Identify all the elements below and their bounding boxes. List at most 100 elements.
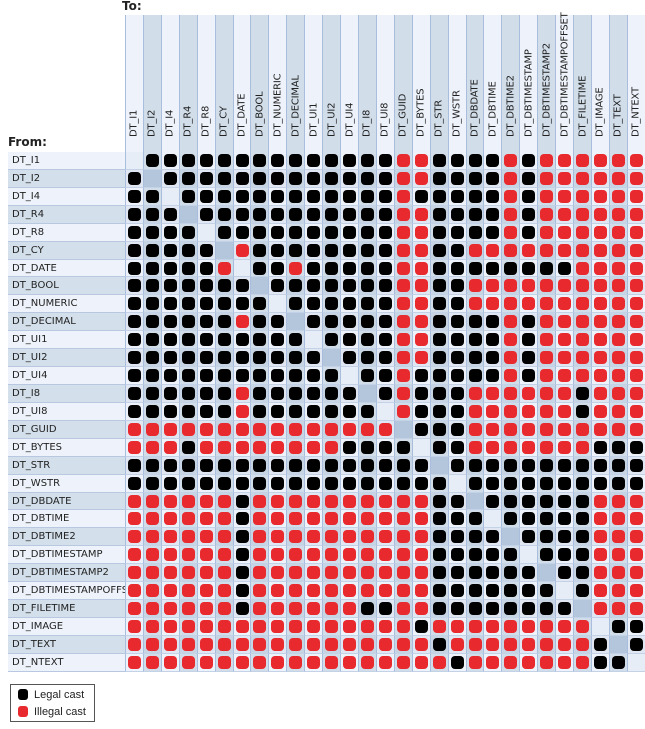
- matrix-cell: [590, 456, 609, 475]
- legal-cast-marker: [271, 189, 285, 203]
- illegal-cast-marker: [396, 619, 410, 633]
- legal-cast-marker: [271, 279, 285, 293]
- illegal-cast-marker: [253, 548, 267, 562]
- matrix-cell: [142, 653, 161, 672]
- illegal-cast-marker: [128, 584, 141, 598]
- matrix-cell: [178, 546, 197, 565]
- matrix-cell: [286, 331, 305, 350]
- matrix-cell: [483, 384, 502, 403]
- illegal-cast-marker: [343, 494, 357, 508]
- illegal-cast-marker: [558, 440, 572, 454]
- illegal-cast-marker: [145, 548, 159, 562]
- illegal-cast-marker: [504, 171, 518, 185]
- legal-cast-marker: [235, 584, 249, 598]
- matrix-cell: [429, 295, 448, 314]
- legal-cast-marker: [486, 154, 500, 167]
- matrix-cell: [483, 510, 502, 529]
- matrix-cell: [232, 492, 251, 511]
- matrix-cell: [393, 617, 412, 636]
- illegal-cast-marker: [504, 422, 518, 436]
- illegal-cast-marker: [504, 369, 518, 383]
- legal-cast-marker: [343, 171, 357, 185]
- illegal-cast-marker: [558, 369, 572, 383]
- legal-cast-marker: [235, 369, 249, 383]
- matrix-cell: [196, 600, 215, 618]
- column-header-label: DT_UI1: [308, 102, 320, 137]
- legal-cast-marker: [343, 351, 357, 365]
- matrix-cell: [411, 384, 430, 403]
- legal-cast-marker: [468, 566, 482, 580]
- matrix-cell: [160, 277, 179, 296]
- illegal-cast-marker: [540, 171, 554, 185]
- matrix-cell: [590, 331, 609, 350]
- illegal-cast-marker: [576, 619, 590, 633]
- legal-cast-marker: [378, 225, 392, 239]
- illegal-cast-marker: [558, 279, 572, 293]
- matrix-cell: [573, 546, 591, 565]
- matrix-cell: [429, 331, 448, 350]
- column-header-dt-date: DT_DATE: [232, 15, 251, 152]
- legal-cast-marker: [450, 512, 464, 526]
- matrix-cell: [555, 564, 574, 583]
- legal-cast-marker: [378, 351, 392, 365]
- matrix-cell: [125, 617, 143, 636]
- matrix-cell: [590, 420, 609, 439]
- matrix-cell: [142, 456, 161, 475]
- column-header-dt-guid: DT_GUID: [393, 15, 412, 152]
- legal-cast-marker: [343, 440, 357, 454]
- matrix-cell: [447, 277, 466, 296]
- legal-cast-marker: [181, 189, 195, 203]
- illegal-cast-marker: [611, 422, 625, 436]
- matrix-cell: [447, 313, 466, 332]
- matrix-cell: [590, 438, 609, 457]
- matrix-cell: [626, 349, 645, 368]
- row-label-dt-ui8: DT_UI8: [8, 402, 125, 421]
- matrix-cell: [178, 402, 197, 421]
- illegal-cast-marker: [307, 440, 321, 454]
- matrix-cell: [393, 241, 412, 260]
- matrix-cell: [250, 205, 269, 224]
- matrix-cell: [555, 582, 574, 601]
- legal-cast-marker: [540, 584, 554, 598]
- illegal-cast-marker: [360, 512, 374, 526]
- illegal-cast-marker: [181, 584, 195, 598]
- illegal-cast-marker: [558, 333, 572, 347]
- illegal-cast-marker: [378, 422, 392, 436]
- matrix-cell: [125, 474, 143, 493]
- illegal-cast-marker: [325, 530, 339, 544]
- legal-cast-marker: [486, 476, 500, 490]
- matrix-cell: [537, 582, 556, 601]
- matrix-cell: [286, 492, 305, 511]
- illegal-cast-marker: [396, 297, 410, 311]
- matrix-cell: [555, 402, 574, 421]
- legal-cast-marker: [271, 243, 285, 257]
- row-label-dt-i8: DT_I8: [8, 384, 125, 403]
- legal-cast-marker: [235, 458, 249, 472]
- matrix-cell: [608, 564, 627, 583]
- illegal-cast-marker: [396, 584, 410, 598]
- legal-cast-marker: [271, 261, 285, 275]
- legal-cast-marker: [343, 261, 357, 275]
- matrix-cell: [196, 384, 215, 403]
- legal-cast-marker: [378, 279, 392, 293]
- legal-cast-marker: [504, 566, 518, 580]
- column-header-label: DT_GUID: [397, 93, 409, 137]
- matrix-cell: [125, 259, 143, 278]
- matrix-cell: [501, 617, 520, 636]
- legal-cast-marker: [432, 333, 446, 347]
- illegal-cast-marker: [253, 619, 267, 633]
- illegal-cast-marker: [199, 655, 213, 669]
- matrix-cell: [178, 169, 197, 188]
- matrix-cell: [196, 349, 215, 368]
- matrix-cell: [196, 259, 215, 278]
- legal-cast-marker: [593, 458, 607, 472]
- matrix-cell: [340, 169, 358, 188]
- matrix-cell: [214, 564, 233, 583]
- matrix-cell: [142, 384, 161, 403]
- matrix-cell: [286, 528, 305, 547]
- legal-cast-marker: [486, 351, 500, 365]
- illegal-cast-marker: [540, 351, 554, 365]
- illegal-cast-marker: [307, 548, 321, 562]
- legal-cast-marker: [253, 404, 267, 418]
- illegal-cast-marker: [307, 512, 321, 526]
